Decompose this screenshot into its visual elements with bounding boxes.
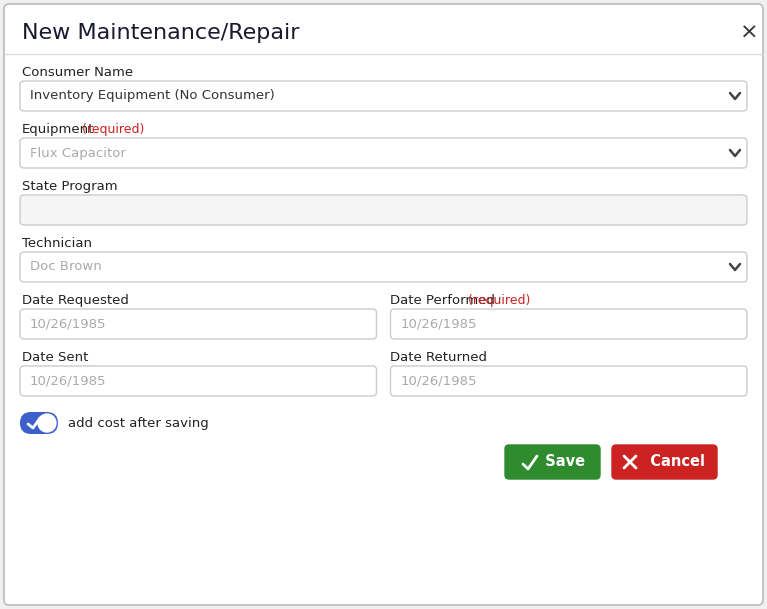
FancyBboxPatch shape xyxy=(20,138,747,168)
Text: Flux Capacitor: Flux Capacitor xyxy=(30,147,126,160)
FancyBboxPatch shape xyxy=(4,4,763,605)
FancyBboxPatch shape xyxy=(20,366,377,396)
FancyBboxPatch shape xyxy=(612,445,717,479)
Text: Inventory Equipment (No Consumer): Inventory Equipment (No Consumer) xyxy=(30,90,275,102)
Text: Date Performed: Date Performed xyxy=(390,294,495,307)
Text: Technician: Technician xyxy=(22,237,92,250)
FancyBboxPatch shape xyxy=(505,445,600,479)
Text: Equipment: Equipment xyxy=(22,123,94,136)
Text: Date Requested: Date Requested xyxy=(22,294,129,307)
Text: 10/26/1985: 10/26/1985 xyxy=(400,375,477,387)
Text: (required): (required) xyxy=(465,294,531,307)
Text: New Maintenance/Repair: New Maintenance/Repair xyxy=(22,23,299,43)
Text: Cancel: Cancel xyxy=(640,454,705,470)
Circle shape xyxy=(38,414,56,432)
Text: Doc Brown: Doc Brown xyxy=(30,261,102,273)
Text: Save: Save xyxy=(535,454,585,470)
Text: ×: × xyxy=(739,23,759,43)
Text: 10/26/1985: 10/26/1985 xyxy=(30,375,107,387)
FancyBboxPatch shape xyxy=(20,252,747,282)
Text: Consumer Name: Consumer Name xyxy=(22,66,133,79)
FancyBboxPatch shape xyxy=(390,366,747,396)
FancyBboxPatch shape xyxy=(20,81,747,111)
Text: Date Sent: Date Sent xyxy=(22,351,88,364)
FancyBboxPatch shape xyxy=(20,412,58,434)
Text: Date Returned: Date Returned xyxy=(390,351,488,364)
Text: 10/26/1985: 10/26/1985 xyxy=(30,317,107,331)
FancyBboxPatch shape xyxy=(20,309,377,339)
Text: add cost after saving: add cost after saving xyxy=(68,417,209,429)
Text: 10/26/1985: 10/26/1985 xyxy=(400,317,477,331)
FancyBboxPatch shape xyxy=(390,309,747,339)
Text: (required): (required) xyxy=(78,123,144,136)
FancyBboxPatch shape xyxy=(20,195,747,225)
Text: State Program: State Program xyxy=(22,180,117,193)
